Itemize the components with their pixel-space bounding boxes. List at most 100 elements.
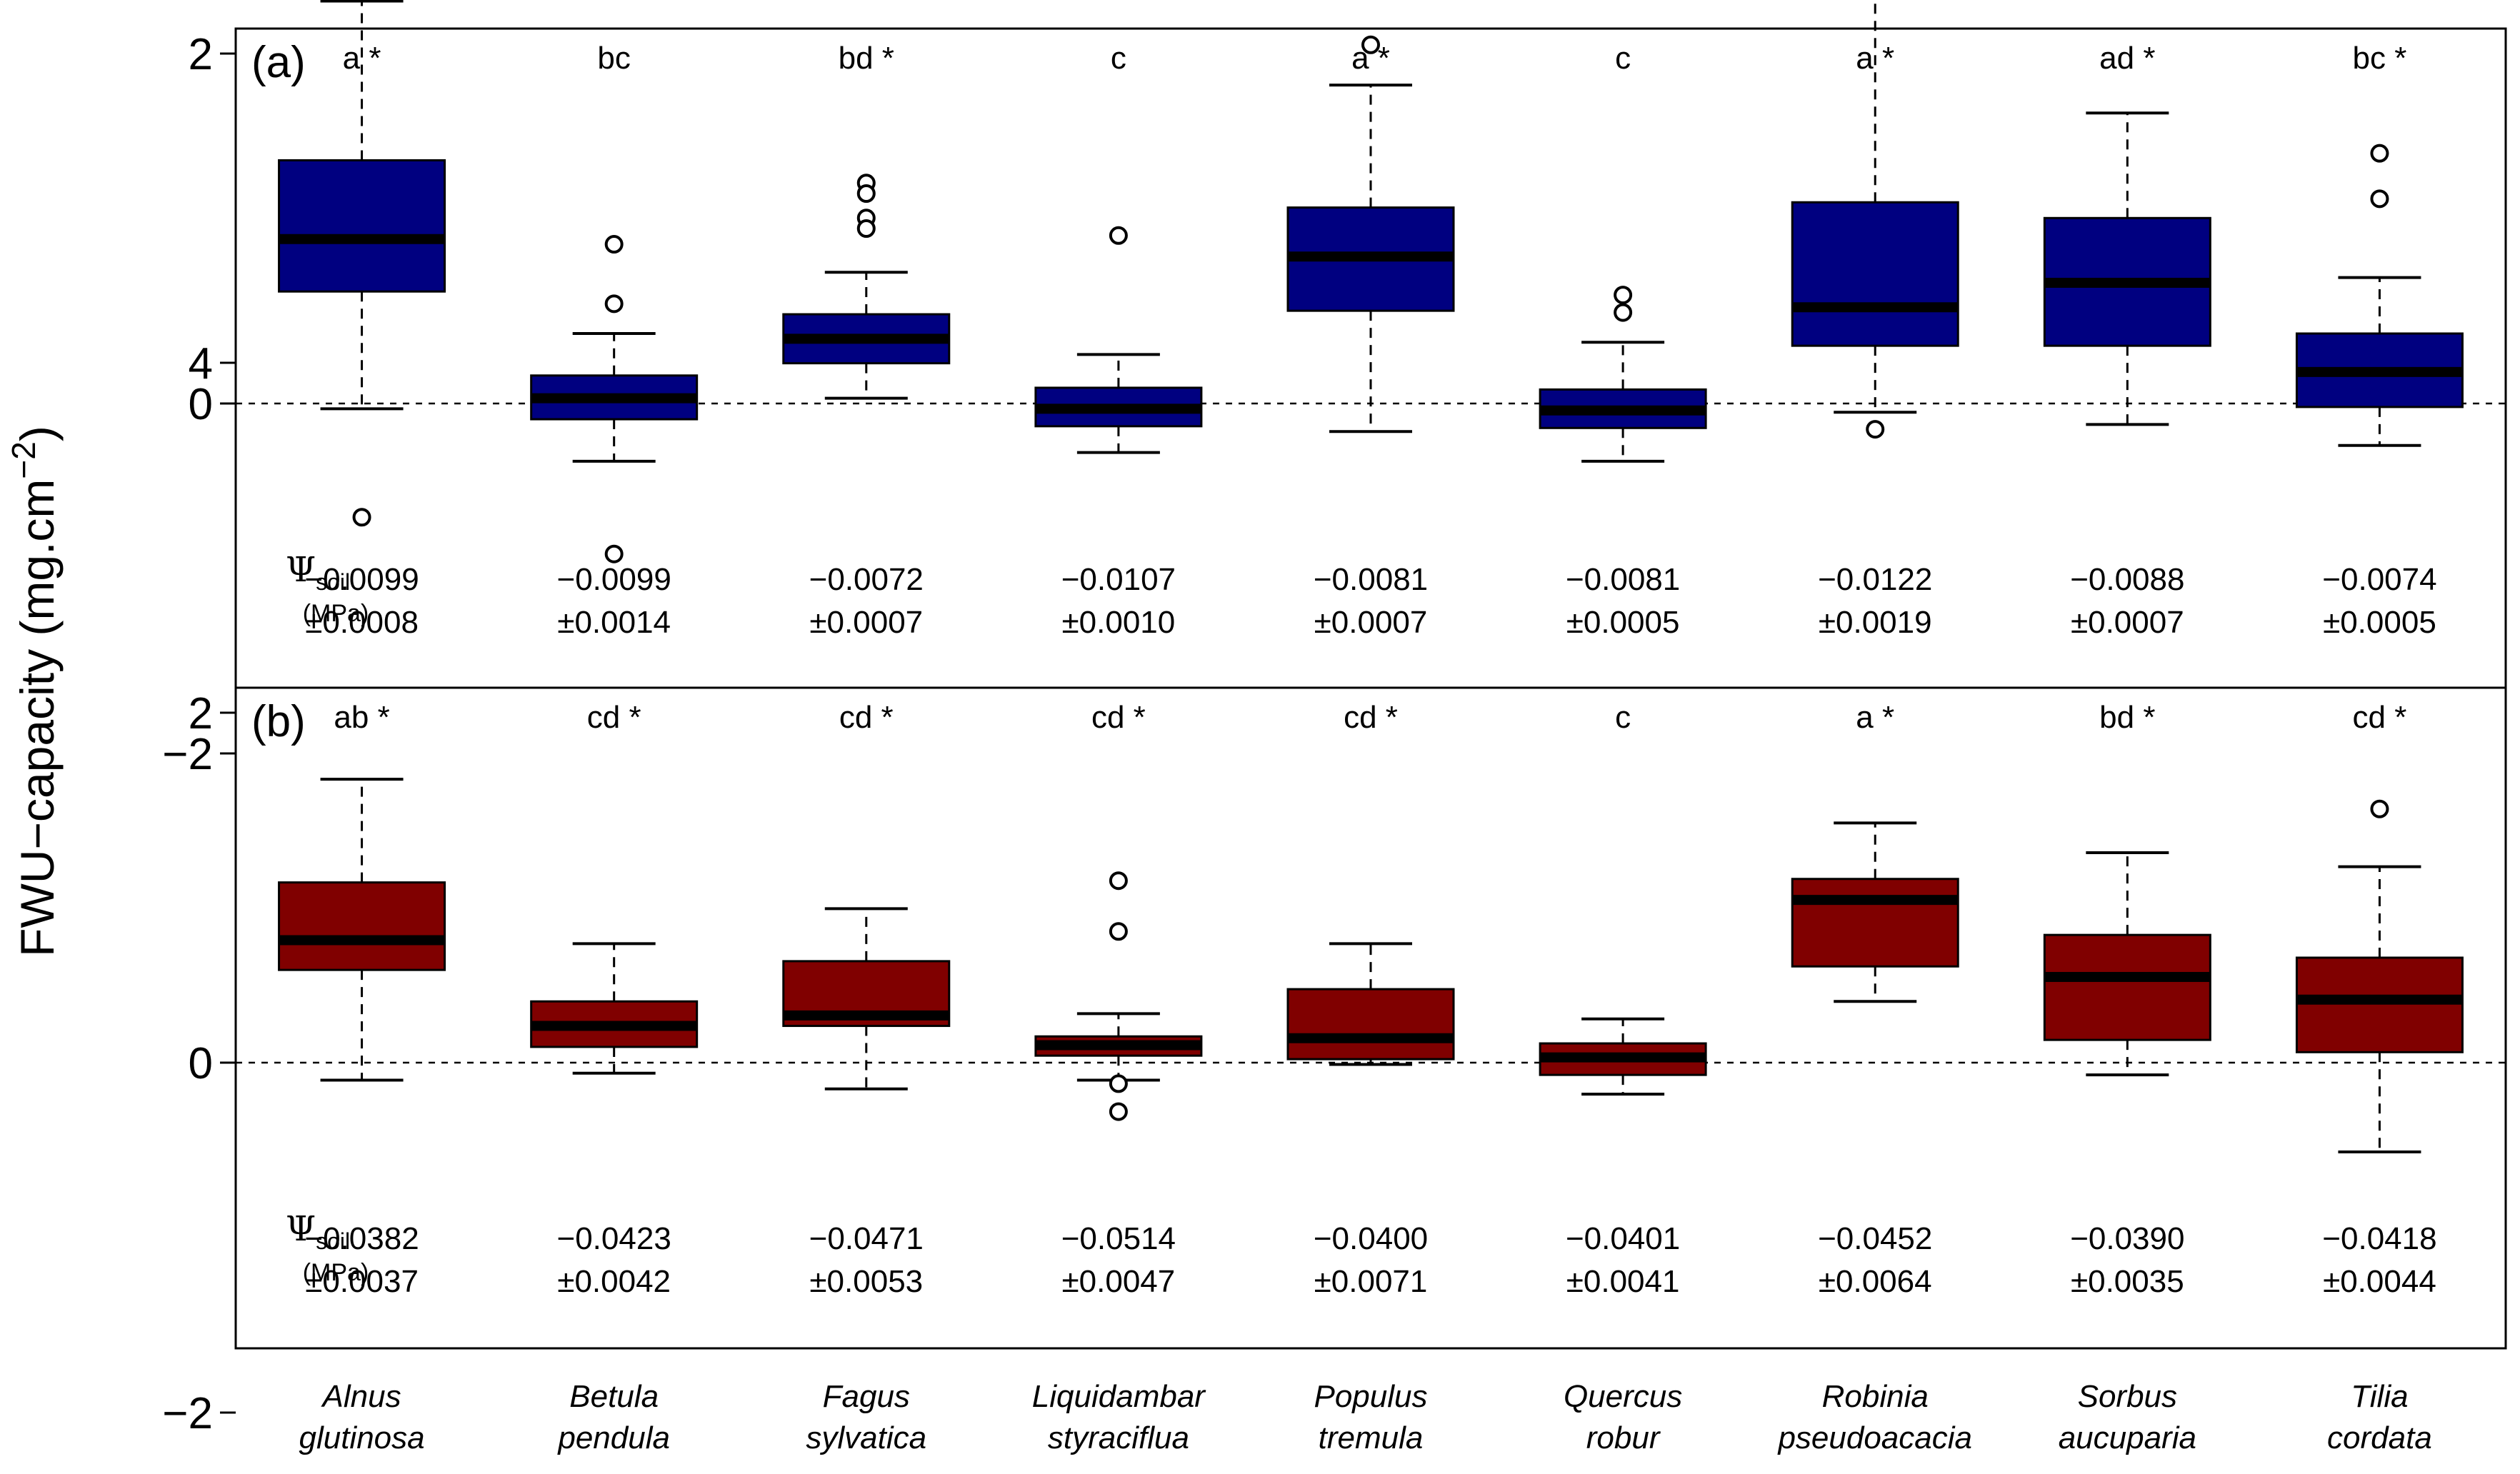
box-b-3: cd * −0.0514 ±0.0047: [1034, 700, 1203, 1299]
y-tick-label: 0: [189, 380, 213, 429]
box-b-6: a * −0.0452 ±0.0064: [1791, 420, 1959, 1299]
species-genus-label: Quercus: [1564, 1379, 1682, 1414]
y-tick-label: 0: [189, 1039, 213, 1088]
psi-soil-se: ±0.0044: [2323, 1264, 2436, 1299]
significance-letters: ad *: [2099, 41, 2155, 76]
species-genus-label: Populus: [1314, 1379, 1427, 1414]
psi-soil-mean: −0.0074: [2322, 562, 2436, 597]
species-genus-label: Robinia: [1822, 1379, 1929, 1414]
psi-soil-se: ±0.0007: [1314, 605, 1428, 640]
outlier-point: [1866, 420, 1885, 439]
psi-soil-se: ±0.0007: [809, 605, 923, 640]
species-axis-labels: Alnus glutinosa Betula pendula Fagus sylvatic…: [299, 1379, 2431, 1455]
box-b-2: cd * −0.0471 ±0.0053: [782, 700, 951, 1299]
box-b-8: cd * −0.0418 ±0.0044: [2295, 700, 2464, 1299]
panel-a: −2 0 2 4 (a) Ψsoil (MPa) a * −0.0099 ±0.0008 bc −0.…: [162, 0, 2507, 779]
box-a-2: bd * −0.0072 ±0.0007: [782, 41, 951, 640]
box-b-5: c −0.0401 ±0.0041: [1539, 700, 1707, 1299]
box-a-4: a * −0.0081 ±0.0007: [1286, 35, 1455, 640]
significance-letters: bd *: [2099, 700, 2155, 735]
psi-soil-se: ±0.0014: [557, 605, 671, 640]
species-genus-label: Betula: [569, 1379, 659, 1414]
psi-subscript: soil: [316, 569, 350, 595]
species-epithet-label: aucuparia: [2059, 1420, 2196, 1455]
box-a-3: c −0.0107 ±0.0010: [1034, 41, 1203, 640]
y-axis-title-close: ): [11, 426, 64, 441]
box-a-6: a * −0.0122 ±0.0019: [1791, 0, 1959, 640]
psi-soil-se: ±0.0064: [1819, 1264, 1932, 1299]
species-epithet-label: glutinosa: [299, 1420, 424, 1455]
psi-soil-mean: −0.0088: [2070, 562, 2184, 597]
y-tick-label: 2: [189, 689, 213, 738]
psi-soil-se: ±0.0019: [1819, 605, 1932, 640]
species-epithet-label: tremula: [1319, 1420, 1424, 1455]
psi-unit-label: (MPa): [303, 600, 369, 627]
psi-unit-label: (MPa): [303, 1259, 369, 1286]
y-axis-title-exponent: −2: [5, 441, 42, 478]
psi-soil-mean: −0.0390: [2070, 1221, 2184, 1256]
iqr-box: [278, 159, 446, 293]
iqr-box: [2043, 933, 2211, 1041]
iqr-box: [2295, 956, 2464, 1053]
y-tick-label: −2: [162, 1389, 213, 1438]
psi-soil-mean: −0.0514: [1061, 1221, 1176, 1256]
panel-label: (b): [251, 697, 306, 746]
iqr-box: [278, 881, 446, 971]
box-a-1: bc −0.0099 ±0.0014: [530, 41, 699, 640]
species-epithet-label: pseudoacacia: [1776, 1420, 1972, 1455]
significance-letters: a *: [1856, 700, 1894, 735]
outlier-point: [2370, 189, 2389, 209]
box-b-4: cd * −0.0400 ±0.0071: [1286, 700, 1455, 1299]
outlier-point: [604, 544, 624, 563]
psi-soil-se: ±0.0005: [2323, 605, 2436, 640]
species-genus-label: Sorbus: [2078, 1379, 2177, 1414]
psi-soil-se: ±0.0071: [1314, 1264, 1428, 1299]
outlier-point: [1361, 35, 1380, 54]
species-epithet-label: robur: [1586, 1420, 1661, 1455]
outlier-point: [1109, 871, 1128, 891]
psi-soil-se: ±0.0041: [1566, 1264, 1680, 1299]
psi-soil-se: ±0.0008: [305, 605, 419, 640]
psi-soil-mean: −0.0081: [1566, 562, 1680, 597]
psi-symbol: Ψ: [286, 1209, 316, 1249]
y-axis-title: FWU−capacity (mg.cm−2): [5, 426, 64, 957]
box-a-0: a * −0.0099 ±0.0008: [278, 0, 446, 640]
outlier-point: [604, 294, 624, 314]
significance-letters: c: [1111, 41, 1126, 76]
outlier-point: [856, 219, 876, 238]
outlier-point: [604, 235, 624, 254]
significance-letters: cd *: [587, 700, 641, 735]
outlier-point: [1614, 286, 1633, 305]
significance-letters: bc: [597, 41, 630, 76]
psi-soil-mean: −0.0400: [1314, 1221, 1428, 1256]
y-tick-label: 2: [189, 30, 213, 79]
psi-soil-mean: −0.0099: [557, 562, 671, 597]
psi-soil-se: ±0.0005: [1566, 605, 1680, 640]
box-a-7: ad * −0.0088 ±0.0007: [2043, 41, 2211, 640]
panel-label: (a): [251, 38, 306, 87]
significance-letters: a *: [343, 41, 381, 76]
significance-letters: cd *: [1091, 700, 1146, 735]
outlier-point: [1614, 303, 1633, 322]
psi-soil-mean: −0.0471: [809, 1221, 924, 1256]
species-genus-label: Tilia: [2351, 1379, 2408, 1414]
psi-soil-se: ±0.0047: [1062, 1264, 1176, 1299]
psi-soil-label: Ψsoil: [286, 1209, 350, 1254]
outlier-point: [856, 184, 876, 203]
psi-soil-mean: −0.0107: [1061, 562, 1176, 597]
plot-frame: [234, 686, 2507, 1350]
significance-letters: c: [1615, 41, 1631, 76]
species-genus-label: Alnus: [321, 1379, 401, 1414]
outlier-point: [1109, 922, 1128, 941]
box-a-5: c −0.0081 ±0.0005: [1539, 41, 1707, 640]
outlier-point: [352, 508, 371, 527]
psi-soil-mean: −0.0423: [557, 1221, 671, 1256]
significance-letters: cd *: [2353, 700, 2407, 735]
psi-soil-label: Ψsoil: [286, 550, 350, 595]
box-b-1: cd * −0.0423 ±0.0042: [530, 700, 699, 1299]
iqr-box: [1791, 878, 1959, 968]
psi-subscript: soil: [316, 1228, 350, 1254]
psi-soil-se: ±0.0053: [809, 1264, 923, 1299]
panel-b: −2 0 2 4 (b) Ψsoil (MPa) ab * −0.0382 ±0.0037 cd *…: [162, 339, 2507, 1438]
